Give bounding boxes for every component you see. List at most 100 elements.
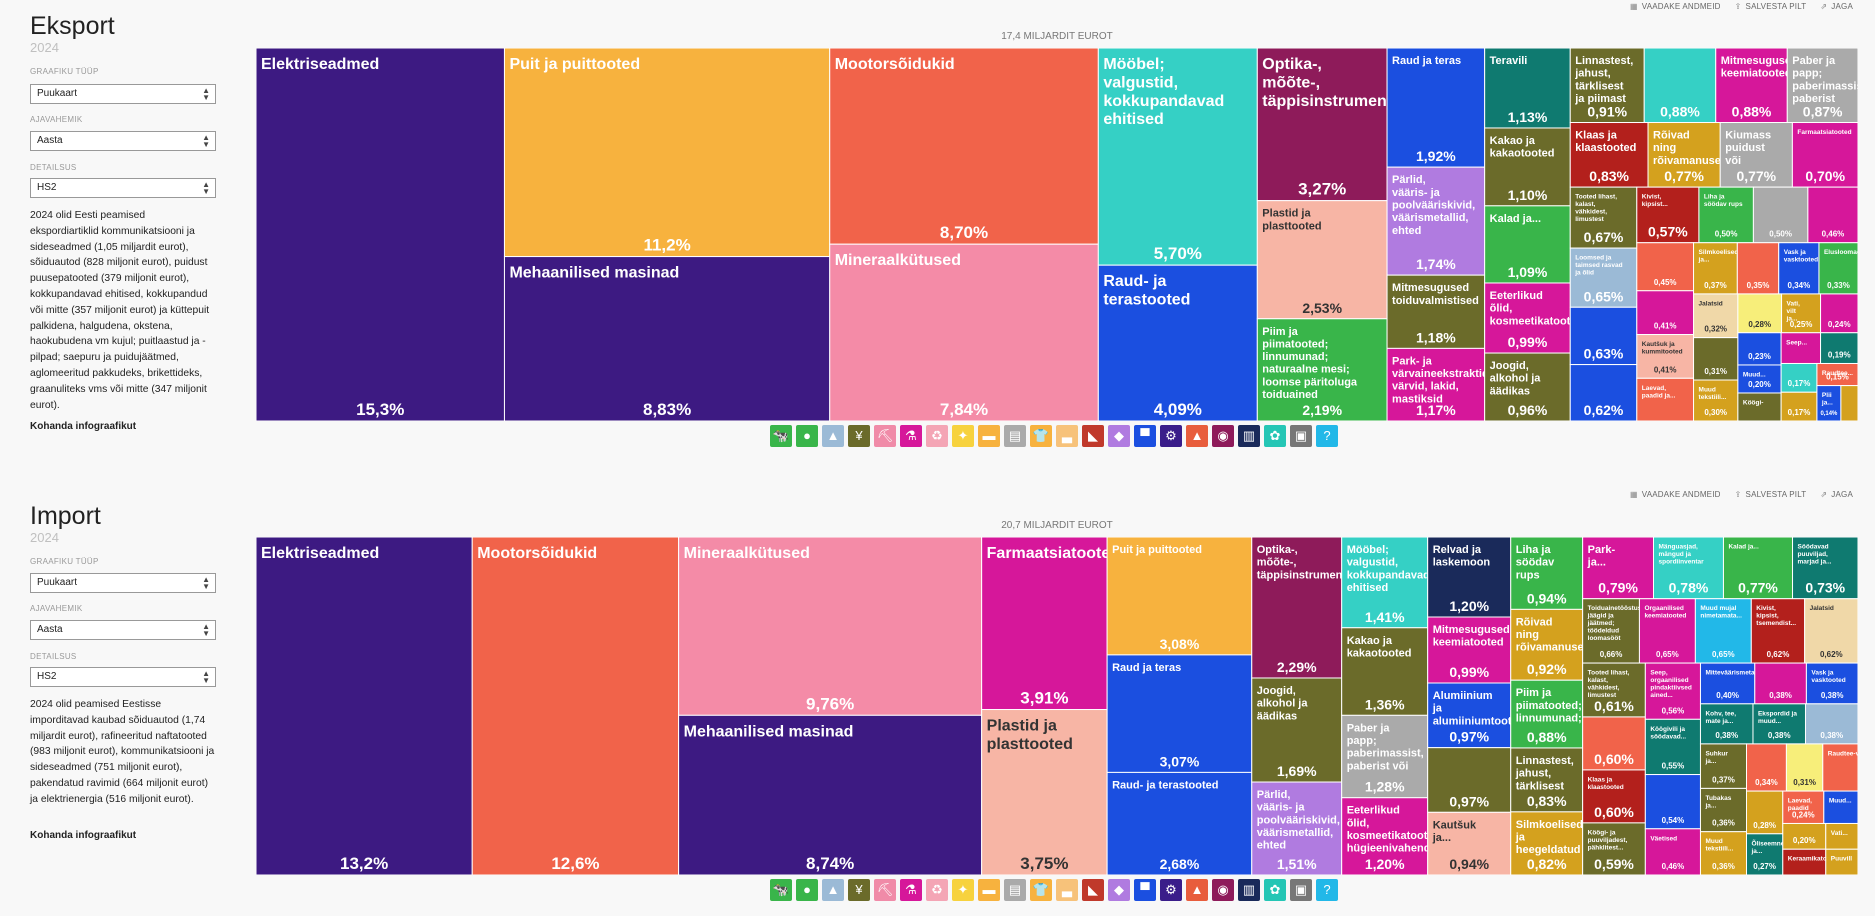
vegetable-icon[interactable]: ●: [796, 879, 818, 901]
detail-select[interactable]: HS2 ▲ ▼: [30, 667, 216, 687]
treemap-tile[interactable]: Muud... 0,20%: [1737, 364, 1782, 394]
animal-icon[interactable]: 🐄: [770, 425, 792, 447]
shoe-icon[interactable]: ▃: [1056, 879, 1078, 901]
treemap-tile[interactable]: Elektriseadmed 15,3%: [256, 48, 505, 421]
instrument-icon[interactable]: ◉: [1212, 879, 1234, 901]
treemap-tile[interactable]: Park-ja... 0,79%: [1582, 537, 1655, 600]
customize-link[interactable]: Kohanda infograafikut: [30, 830, 137, 841]
treemap-tile[interactable]: [1840, 385, 1858, 421]
treemap-tile[interactable]: Pärlid,vääris- japoolvääriskivid,väärism…: [1386, 166, 1486, 276]
treemap-tile[interactable]: Raudtee-või...: [1822, 743, 1858, 792]
misc-icon[interactable]: ✿: [1264, 425, 1286, 447]
treemap-tile[interactable]: Raud ja teras 1,92%: [1386, 48, 1486, 168]
treemap-tile[interactable]: Raudtee...0,15%: [1816, 362, 1858, 387]
treemap-tile[interactable]: 0,24%: [1820, 293, 1858, 334]
view-data-button[interactable]: ▦ VAADAKE ANDMEID: [1630, 2, 1721, 11]
treemap-tile[interactable]: Muud...: [1823, 790, 1858, 824]
treemap-tile[interactable]: 0,50%: [1752, 186, 1809, 244]
shoe-icon[interactable]: ▃: [1056, 425, 1078, 447]
treemap-tile[interactable]: Mootorsõidukid 12,6%: [471, 537, 680, 875]
paper-icon[interactable]: ▤: [1004, 425, 1026, 447]
treemap-tile[interactable]: Farmaatsiatooted 0,70%: [1791, 122, 1858, 188]
treemap-tile[interactable]: Optika-,mõõte-,täppisinstrumendid 2,29%: [1251, 537, 1359, 679]
treemap-tile[interactable]: Tooted lihast,kalast,vähkidest,limustest…: [1569, 186, 1638, 249]
treemap-tile[interactable]: 0,19%: [1820, 332, 1858, 364]
chart-type-select[interactable]: Puukaart ▲ ▼: [30, 573, 216, 593]
treemap-tile[interactable]: Eeterlikudõlid,kosmeetikatooted,hügieeni…: [1341, 797, 1444, 875]
recycle-icon[interactable]: ♻: [926, 879, 948, 901]
treemap-tile[interactable]: Mootorsõidukid 8,70%: [829, 48, 1099, 245]
treemap-tile[interactable]: 0,17%: [1780, 362, 1818, 393]
period-select[interactable]: Aasta ▲ ▼: [30, 131, 216, 151]
treemap-tile[interactable]: 0,34%: [1746, 743, 1787, 792]
gears-icon[interactable]: ⚙: [1160, 879, 1182, 901]
treemap-tile[interactable]: 0,45%: [1636, 242, 1695, 292]
treemap-tile[interactable]: 0,28%: [1746, 790, 1784, 835]
customize-link[interactable]: Kohanda infograafikut: [30, 421, 137, 432]
weapon-icon[interactable]: ▥: [1238, 425, 1260, 447]
oil-drop-icon[interactable]: ▲: [822, 425, 844, 447]
treemap-tile[interactable]: Elektriseadmed 13,2%: [256, 537, 473, 875]
treemap-tile[interactable]: Piim japiimatooted;linnumunad;naturaalne…: [1256, 318, 1388, 421]
treemap-tile[interactable]: Kalad ja... 0,77%: [1722, 537, 1794, 600]
treemap-tile[interactable]: Köögi-: [1737, 392, 1782, 421]
treemap-tile[interactable]: 0,35%: [1736, 242, 1780, 295]
stone-icon[interactable]: ◣: [1082, 425, 1104, 447]
chart-type-select[interactable]: Puukaart ▲ ▼: [30, 84, 216, 104]
treemap-tile[interactable]: Keraamikatooted: [1782, 848, 1841, 875]
treemap-tile[interactable]: Seep...: [1780, 332, 1822, 364]
treemap-tile[interactable]: 0,31%: [1693, 337, 1739, 381]
animal-icon[interactable]: 🐄: [770, 879, 792, 901]
treemap-tile[interactable]: Jalatsid 0,62%: [1804, 598, 1858, 664]
wood-icon[interactable]: ▬: [978, 879, 1000, 901]
treemap-tile[interactable]: Mineraalkütused 7,84%: [829, 243, 1099, 421]
car-icon[interactable]: ▲: [1186, 879, 1208, 901]
shirt-icon[interactable]: 👕: [1030, 425, 1052, 447]
treemap-tile[interactable]: 0,38%: [1804, 703, 1858, 745]
treemap-tile[interactable]: Puit ja puittooted 3,08%: [1106, 537, 1253, 656]
share-button[interactable]: ⇗ JAGA: [1820, 2, 1853, 11]
leather-icon[interactable]: ✦: [952, 425, 974, 447]
treemap-tile[interactable]: Puit ja puittooted 11,2%: [503, 48, 831, 258]
treemap-tile[interactable]: 0,97%: [1427, 747, 1512, 813]
art-icon[interactable]: ▣: [1290, 425, 1312, 447]
treemap-tile[interactable]: Kalad ja... 1,09%: [1484, 205, 1571, 284]
treemap-tile[interactable]: Laevad,paadid ja...: [1636, 377, 1695, 421]
treemap-tile[interactable]: 0,31%: [1785, 743, 1824, 792]
treemap-tile[interactable]: Kohv, tee,mate ja... 0,38%: [1699, 703, 1754, 745]
treemap-tile[interactable]: Raud- ja terastooted 4,09%: [1097, 264, 1258, 421]
treemap-tile[interactable]: Pärlid,vääris- japoolvääriskivid,väärism…: [1251, 781, 1343, 875]
